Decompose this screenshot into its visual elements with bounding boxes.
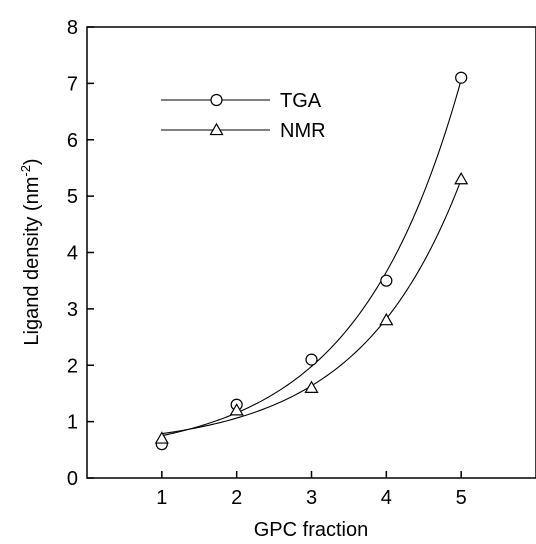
legend: TGA NMR (161, 90, 326, 142)
legend-marker-nmr (209, 122, 224, 136)
y-tick-label: 7 (67, 73, 78, 95)
y-tick-label: 4 (67, 243, 78, 265)
x-tick-label: 5 (456, 487, 467, 509)
x-tick-label: 1 (156, 487, 167, 509)
data-point-tga (305, 353, 318, 366)
y-axis-label: Ligand density (nm-2) (18, 158, 43, 345)
y-axis-ticks: 0 1 2 3 4 5 6 7 8 (67, 17, 94, 490)
fit-curve-tga (161, 79, 462, 437)
legend-label-nmr: NMR (280, 120, 326, 142)
x-tick-label: 2 (231, 487, 242, 509)
y-tick-label: 2 (67, 355, 78, 377)
data-point-nmr (379, 312, 394, 326)
x-axis-ticks: 1 2 3 4 5 (156, 471, 467, 509)
y-axis-label-sup: -2 (18, 165, 33, 177)
x-axis-label: GPC fraction (254, 519, 368, 541)
x-tick-label: 4 (381, 487, 392, 509)
x-tick-label: 3 (306, 487, 317, 509)
y-tick-label: 6 (67, 130, 78, 152)
y-tick-label: 3 (67, 299, 78, 321)
y-axis-label-close: ) (21, 158, 43, 165)
data-point-tga (455, 71, 468, 84)
data-point-nmr (454, 171, 469, 185)
y-tick-label: 0 (67, 468, 78, 490)
legend-label-tga: TGA (280, 90, 322, 112)
data-points (154, 71, 469, 451)
data-point-nmr (229, 403, 244, 416)
data-point-tga (380, 274, 393, 287)
y-axis-label-main: Ligand density (nm (21, 177, 43, 346)
data-point-nmr (154, 431, 169, 444)
y-tick-label: 8 (67, 17, 78, 39)
fit-curve-nmr (161, 179, 462, 435)
y-tick-label: 5 (67, 186, 78, 208)
legend-marker-tga (210, 93, 223, 107)
y-tick-label: 1 (67, 412, 78, 434)
data-point-nmr (304, 380, 319, 393)
